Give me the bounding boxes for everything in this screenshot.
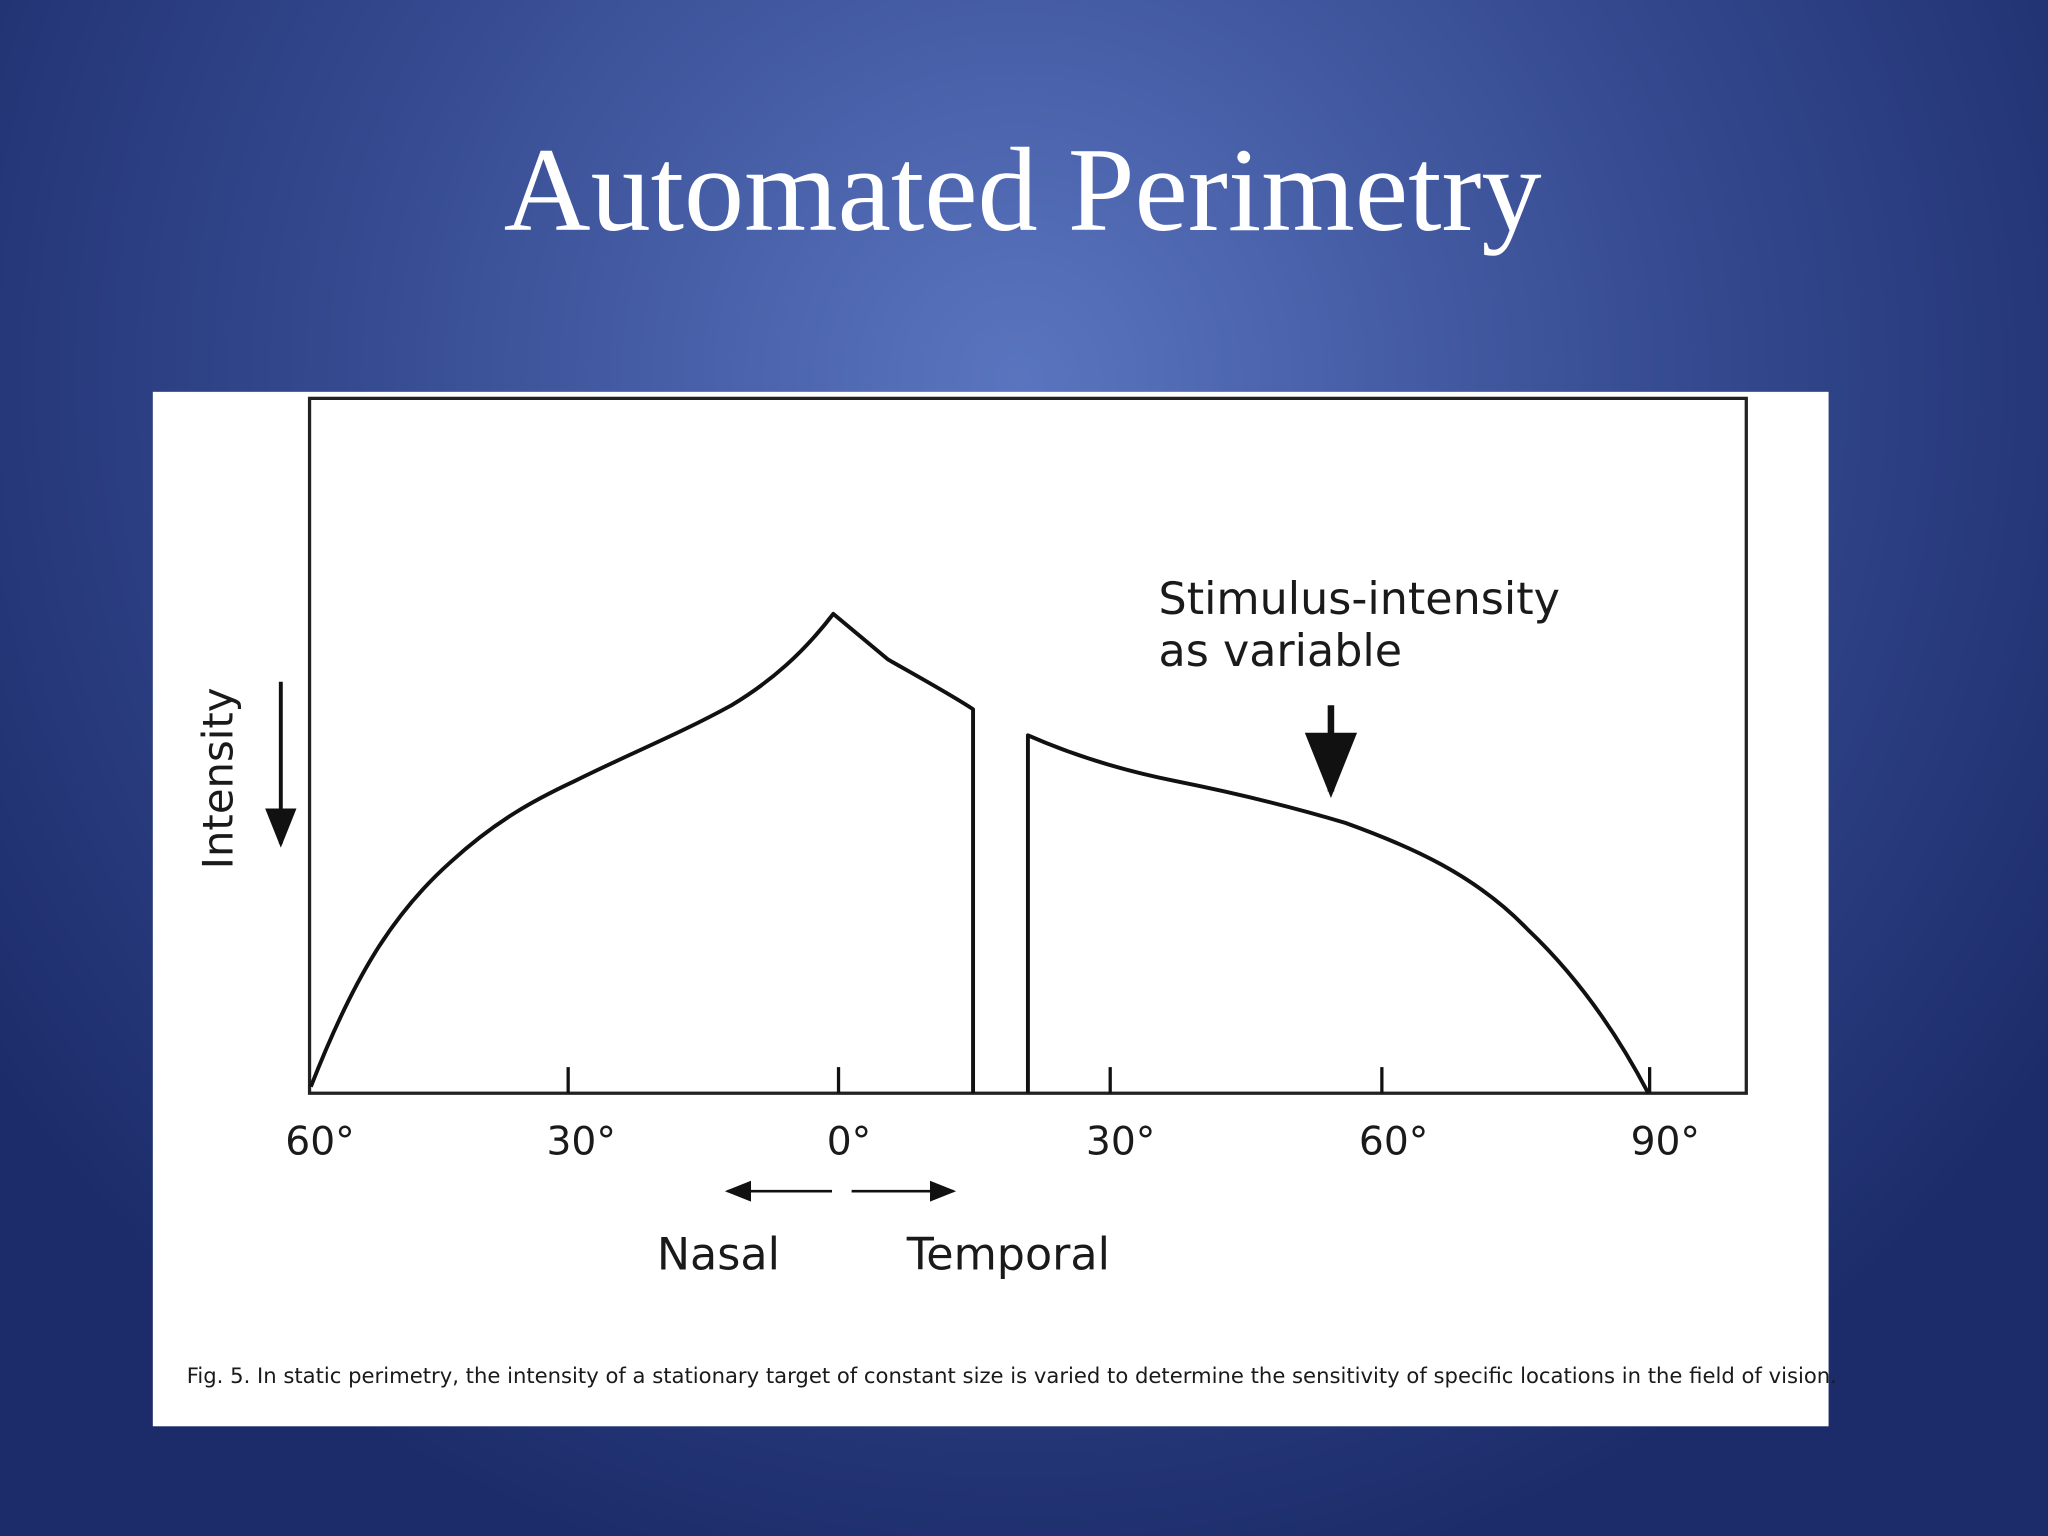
direction-label: Nasal xyxy=(657,1230,780,1281)
slide-title: Automated Perimetry xyxy=(504,123,1542,256)
x-tick-label: 30° xyxy=(547,1120,616,1165)
figure-caption: Fig. 5. In static perimetry, the intensi… xyxy=(187,1363,1837,1388)
temporal-curve xyxy=(1025,733,1651,1095)
x-tick-label: 30° xyxy=(1086,1120,1155,1165)
x-tick-label: 90° xyxy=(1631,1120,1700,1165)
y-axis-label: Intensity xyxy=(193,688,242,870)
figure-panel xyxy=(152,391,1829,1427)
x-tick-label: 60° xyxy=(1359,1120,1428,1165)
x-tick-label: 60° xyxy=(285,1120,354,1165)
x-ticks xyxy=(566,1067,1652,1094)
nasal-curve xyxy=(309,611,976,1094)
annotation: Stimulus-intensity xyxy=(1159,574,1560,625)
direction-label: Temporal xyxy=(906,1230,1110,1281)
x-tick-label: 0° xyxy=(827,1120,872,1165)
annotation: as variable xyxy=(1159,626,1403,677)
